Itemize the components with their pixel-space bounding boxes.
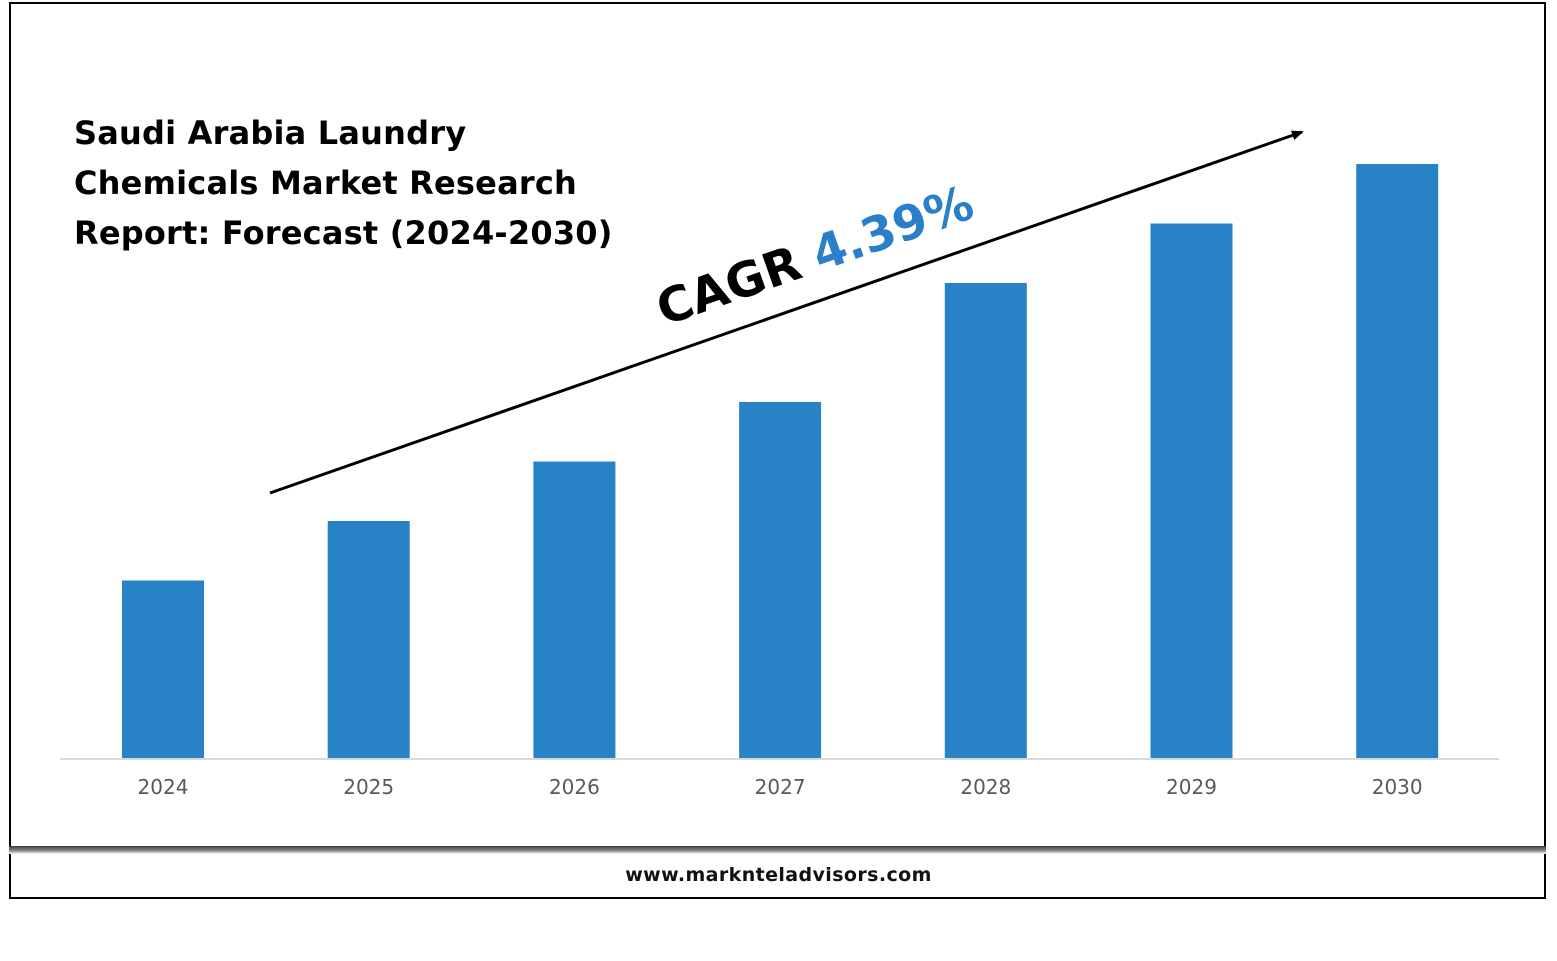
- cagr-value: 4.39%: [805, 175, 981, 283]
- arrow-up-right-icon: [269, 130, 1304, 495]
- tick-label-2027: 2027: [755, 775, 806, 799]
- bar-2027: [739, 402, 822, 759]
- tick-label-2025: 2025: [343, 775, 394, 799]
- cagr-annotation: CAGR4.39%: [649, 175, 980, 337]
- tick-label-2026: 2026: [549, 775, 600, 799]
- cagr-label: CAGR: [649, 235, 808, 337]
- footer-divider: [9, 846, 1546, 854]
- bar-2030: [1356, 164, 1439, 759]
- bar-2024: [122, 580, 204, 759]
- chart-title: Saudi Arabia Laundry Chemicals Market Re…: [74, 114, 613, 252]
- tick-label-2024: 2024: [138, 775, 189, 799]
- tick-label-2028: 2028: [960, 775, 1011, 799]
- bar-2025: [327, 521, 410, 759]
- x-axis-ticks: 2024 2025 2026 2027 2028 2029 2030: [138, 775, 1423, 799]
- bar-2029: [1150, 223, 1233, 759]
- bars-group: [122, 164, 1439, 759]
- tick-label-2030: 2030: [1372, 775, 1423, 799]
- bar-2028: [944, 283, 1027, 759]
- bar-2026: [533, 461, 616, 759]
- tick-label-2029: 2029: [1166, 775, 1217, 799]
- footer-website[interactable]: www.marknteladvisors.com: [625, 864, 932, 886]
